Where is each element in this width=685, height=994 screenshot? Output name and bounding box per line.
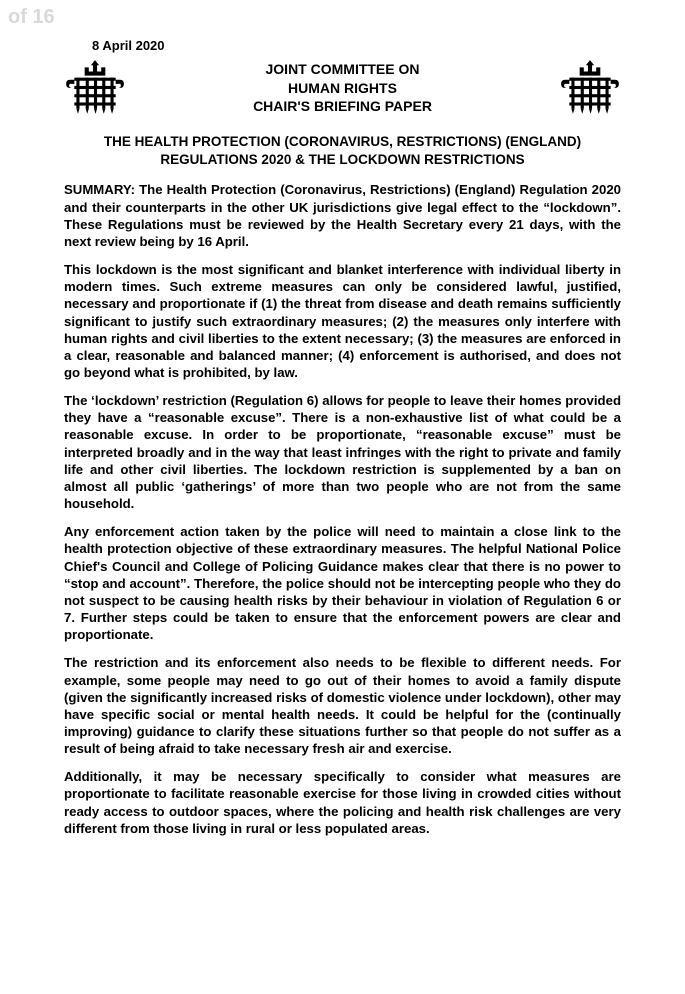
header-titles: JOINT COMMITTEE ON HUMAN RIGHTS CHAIR'S … [126, 60, 559, 117]
portcullis-crest-left-icon [64, 57, 126, 119]
header-row: JOINT COMMITTEE ON HUMAN RIGHTS CHAIR'S … [64, 57, 621, 119]
summary-paragraph: SUMMARY: The Health Protection (Coronavi… [64, 181, 621, 250]
header-line-1: JOINT COMMITTEE ON [136, 60, 549, 79]
paragraph-3: The ‘lockdown’ restriction (Regulation 6… [64, 392, 621, 512]
title-line-1: THE HEALTH PROTECTION (CORONAVIRUS, REST… [64, 133, 621, 151]
paragraph-1-text: The Health Protection (Coronavirus, Rest… [64, 182, 621, 248]
page-counter: of 16 [8, 6, 55, 29]
title-line-2: REGULATIONS 2020 & THE LOCKDOWN RESTRICT… [64, 151, 621, 169]
paragraph-5: The restriction and its enforcement also… [64, 654, 621, 757]
summary-label: SUMMARY: [64, 182, 135, 197]
document-date: 8 April 2020 [92, 38, 621, 53]
header-line-3: CHAIR'S BRIEFING PAPER [136, 97, 549, 116]
document-title: THE HEALTH PROTECTION (CORONAVIRUS, REST… [64, 133, 621, 169]
paragraph-4: Any enforcement action taken by the poli… [64, 523, 621, 643]
document-page: 8 April 2020 [0, 0, 685, 868]
portcullis-crest-right-icon [559, 57, 621, 119]
paragraph-2: This lockdown is the most significant an… [64, 261, 621, 381]
paragraph-6: Additionally, it may be necessary specif… [64, 768, 621, 837]
header-line-2: HUMAN RIGHTS [136, 79, 549, 98]
